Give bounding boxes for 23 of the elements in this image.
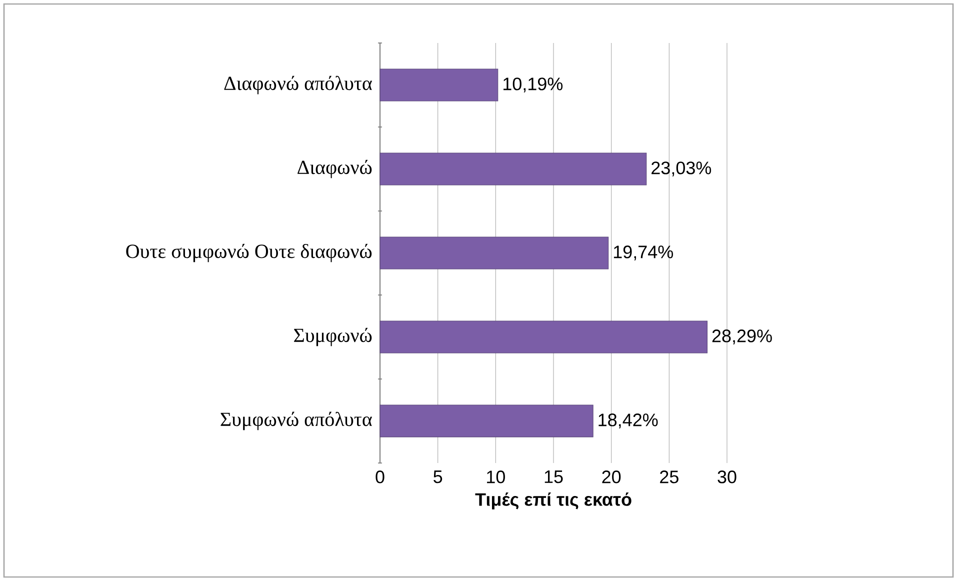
data-label: 28,29%	[712, 330, 772, 344]
data-label: 19,74%	[614, 246, 673, 260]
x-tick-label: 25	[660, 470, 678, 484]
y-tick-label: Διαφωνώ απόλυτα	[224, 76, 372, 94]
bar	[380, 236, 609, 270]
bar	[380, 152, 647, 186]
y-tick-label: Συμφωνώ	[294, 328, 372, 346]
x-tick-label: 20	[602, 470, 621, 484]
y-tick-label: Ουτε συμφωνώ Ουτε διαφωνώ	[126, 244, 372, 262]
y-tick-label: Διαφωνώ	[298, 160, 372, 178]
bar	[380, 320, 708, 354]
x-tick-label: 30	[718, 470, 736, 484]
data-label: 18,42%	[598, 414, 658, 428]
x-tick-label: 10	[487, 470, 505, 484]
x-tick-label: 0	[376, 470, 384, 484]
data-label: 10,19%	[504, 78, 563, 92]
bar	[380, 68, 498, 102]
x-tick-label: 15	[544, 470, 563, 484]
bar	[380, 404, 594, 438]
data-label: 23,03%	[652, 162, 712, 176]
x-tick-label: 5	[434, 470, 442, 484]
x-axis-title: Τιμές επί τις εκατό	[475, 492, 632, 510]
y-tick-label: Συμφωνώ απόλυτα	[220, 412, 372, 430]
